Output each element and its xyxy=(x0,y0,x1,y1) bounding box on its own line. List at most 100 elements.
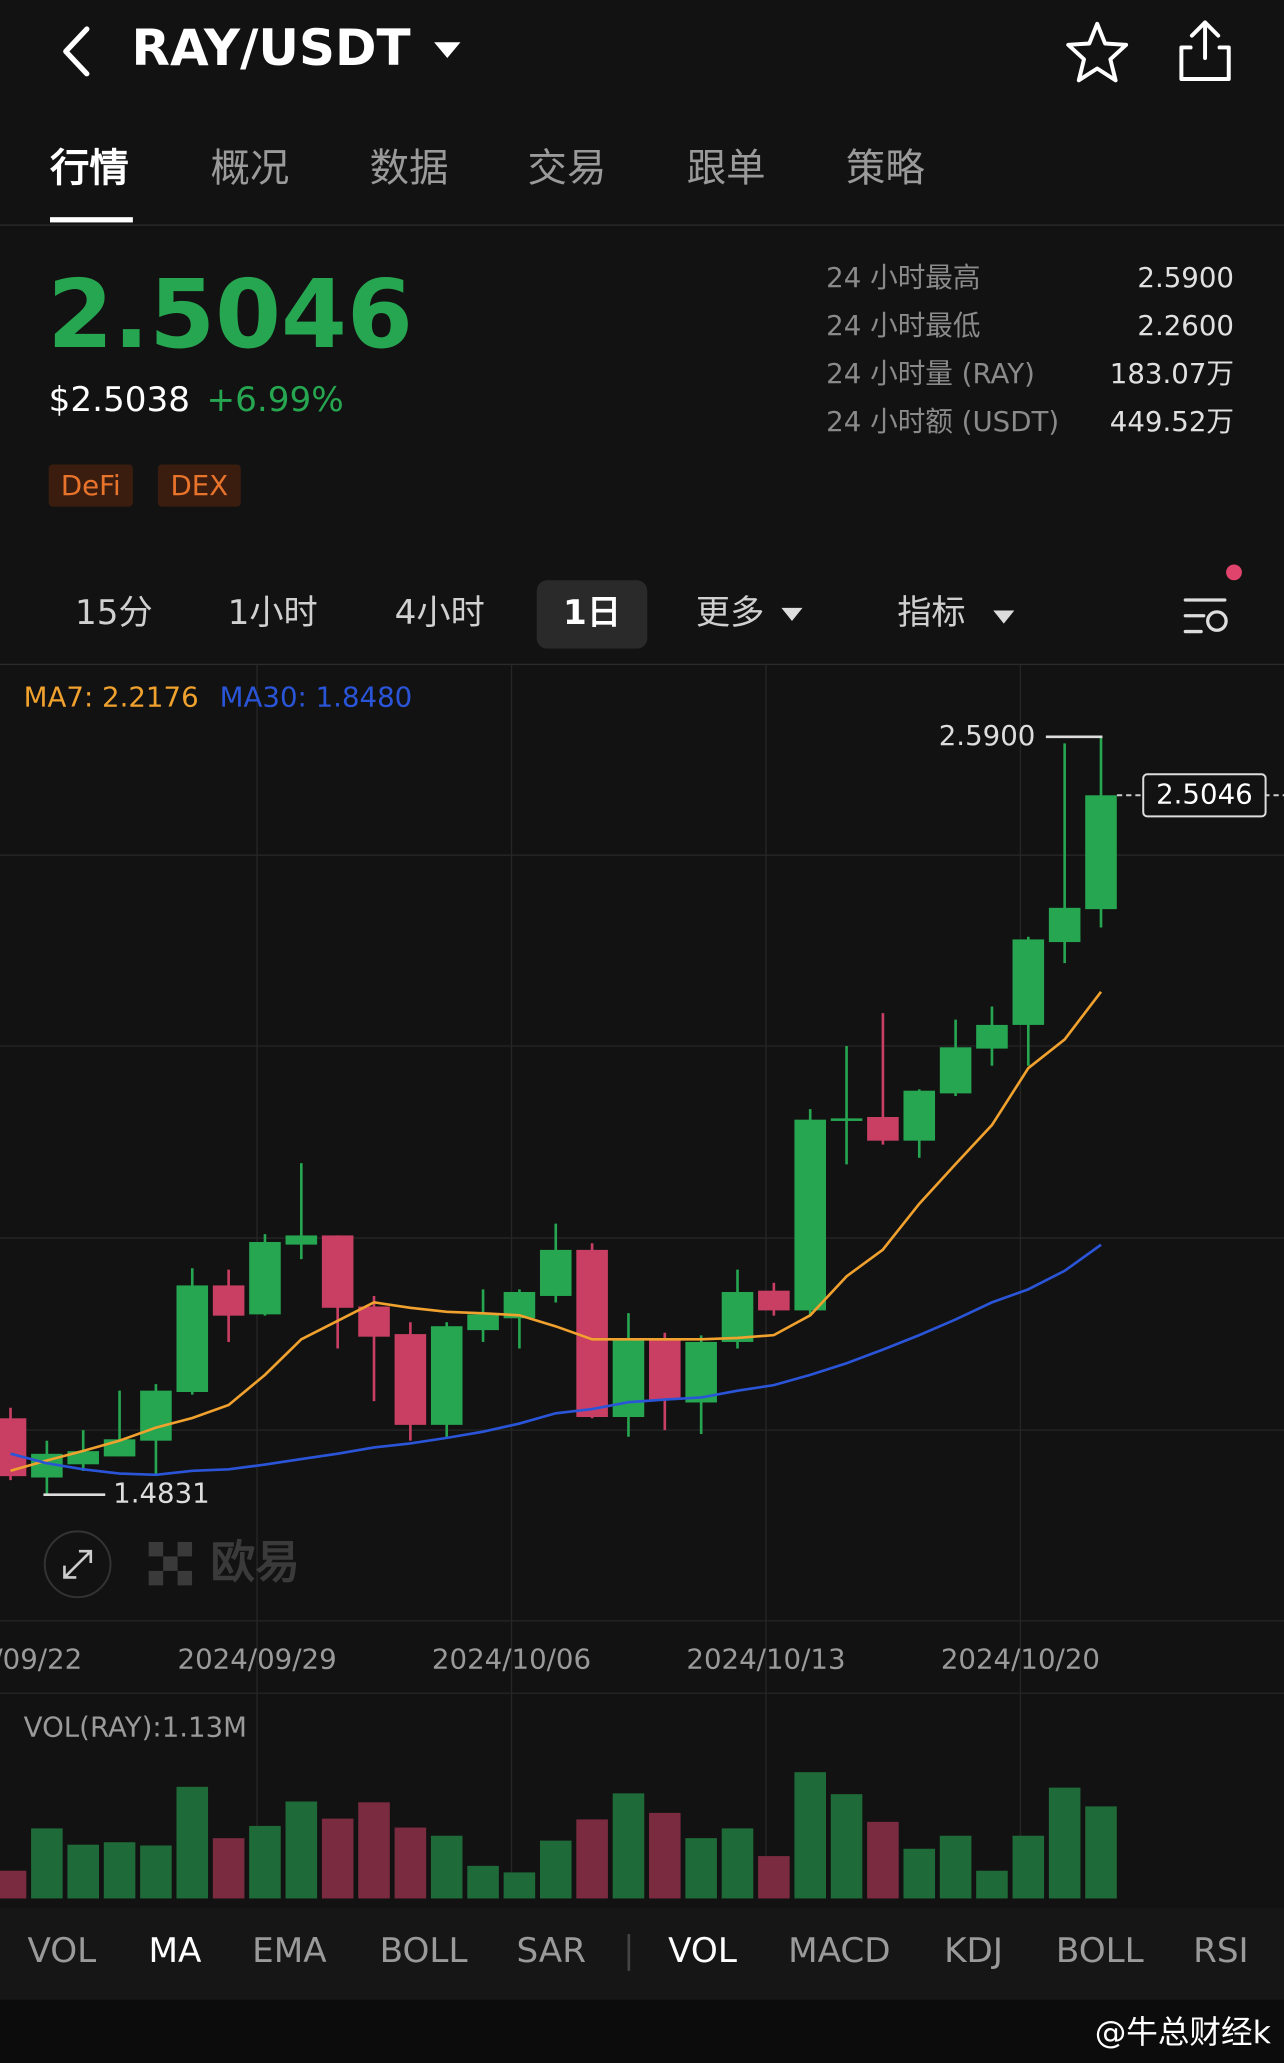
symbol-dropdown[interactable] xyxy=(434,42,461,58)
ma-line xyxy=(10,1243,1102,1477)
stat-label: 24 小时最高 xyxy=(826,261,980,294)
last-price-box xyxy=(1142,773,1267,818)
indicator[interactable]: BOLL xyxy=(1056,1931,1144,1971)
candle-body xyxy=(939,1047,972,1094)
tab[interactable]: 数据 xyxy=(370,146,449,192)
tag-bg xyxy=(48,464,133,507)
favorite-button[interactable] xyxy=(1066,21,1129,83)
x-tick-label: 2024/10/20 xyxy=(941,1642,1100,1675)
last-price-label: 2.5046 xyxy=(1156,777,1253,810)
chart-settings-button[interactable] xyxy=(1183,598,1228,634)
stat-label: 24 小时最低 xyxy=(826,309,980,342)
ma-line xyxy=(10,990,1103,1473)
indicator[interactable]: SAR xyxy=(516,1931,585,1971)
indicator[interactable]: MA xyxy=(149,1931,202,1971)
stat-label: 24 小时量 (RAY) xyxy=(826,357,1035,390)
candle-body xyxy=(758,1290,790,1311)
volume-bar xyxy=(1012,1835,1045,1899)
candle-body xyxy=(685,1341,717,1403)
last-price: 2.5046 xyxy=(47,260,413,370)
volume-bar xyxy=(539,1840,572,1899)
volume-bar xyxy=(212,1838,245,1899)
indicator[interactable]: BOLL xyxy=(380,1931,468,1971)
interval[interactable]: 更多 xyxy=(696,593,764,633)
candle-body xyxy=(903,1090,936,1141)
indicator[interactable]: RSI xyxy=(1193,1931,1249,1971)
candle-body xyxy=(467,1314,499,1331)
indicator[interactable]: EMA xyxy=(252,1931,327,1971)
horizontal-grid xyxy=(0,854,1284,1431)
interval[interactable]: 4小时 xyxy=(395,593,485,633)
volume-bar xyxy=(467,1865,499,1899)
volume-bar xyxy=(140,1845,172,1899)
chart: 2024/09/22 2024/09/29 2024/10/06 2024/10/13… xyxy=(0,664,1284,1899)
volume-bar xyxy=(0,1870,27,1899)
interval[interactable]: 1日 xyxy=(563,593,621,633)
candle-body xyxy=(1012,939,1045,1025)
stat-value: 183.07万 xyxy=(1110,357,1234,390)
volume-bar xyxy=(430,1835,463,1899)
volume-bar xyxy=(1048,1787,1081,1899)
indicator[interactable]: MACD xyxy=(788,1931,890,1971)
stat-value: 2.5900 xyxy=(1137,261,1234,294)
candle-body xyxy=(649,1338,681,1400)
x-tick-label: 2024/09/29 xyxy=(178,1642,337,1675)
candle-body xyxy=(430,1326,463,1425)
candle-body xyxy=(830,1118,863,1121)
share-button[interactable] xyxy=(1179,20,1231,81)
tag-bg xyxy=(157,464,241,507)
back-button[interactable] xyxy=(63,26,90,77)
selected-interval-bg xyxy=(536,580,648,649)
tab[interactable]: 概况 xyxy=(210,146,289,192)
candle-body xyxy=(1048,907,1081,943)
tag: DeFi xyxy=(61,469,121,502)
volume-bar xyxy=(721,1828,754,1899)
tab-bar: 行情 概况 数据 交易 跟单 策略 xyxy=(50,146,925,192)
candle-body xyxy=(140,1390,172,1441)
volume-bar xyxy=(249,1825,281,1899)
tab[interactable]: 交易 xyxy=(528,146,607,192)
volume-bar xyxy=(685,1838,717,1899)
candle-body xyxy=(394,1334,427,1425)
active-tab-underline xyxy=(49,217,133,223)
expand-button[interactable] xyxy=(43,1530,112,1599)
interval[interactable]: 15分 xyxy=(75,593,153,633)
indicator-dropdown[interactable] xyxy=(993,610,1015,624)
x-tick-label: 2024/09/22 xyxy=(0,1642,82,1675)
candle-body xyxy=(249,1242,281,1315)
x-tick-label: 2024/10/13 xyxy=(686,1642,845,1675)
low-marker-label: 1.4831 xyxy=(113,1477,210,1510)
tab[interactable]: 策略 xyxy=(846,146,925,192)
tab[interactable]: 跟单 xyxy=(687,146,766,192)
volume-bar xyxy=(31,1828,63,1899)
tab[interactable]: 行情 xyxy=(50,146,129,192)
legend-item: MA30: 1.8480 xyxy=(220,681,413,714)
candle-body xyxy=(285,1235,318,1245)
tags: DeFi DEX xyxy=(48,464,241,507)
indicator[interactable]: VOL xyxy=(668,1931,737,1971)
indicator[interactable]: KDJ xyxy=(944,1931,1003,1971)
volume-label: VOL(RAY):1.13M xyxy=(24,1711,247,1744)
volume-bar xyxy=(649,1812,681,1899)
symbol[interactable]: RAY/USDT xyxy=(132,19,411,77)
candle-body xyxy=(794,1119,826,1311)
more-dropdown[interactable] xyxy=(781,607,803,622)
tag: DEX xyxy=(170,469,228,502)
candle-body xyxy=(976,1024,1008,1049)
volume-bar xyxy=(576,1819,608,1899)
stat-label: 24 小时额 (USDT) xyxy=(826,405,1059,438)
interval[interactable]: 1小时 xyxy=(228,593,318,633)
indicator[interactable]: VOL xyxy=(27,1931,96,1971)
legend-item: MA7: 2.2176 xyxy=(24,681,199,714)
candle-body xyxy=(67,1451,100,1465)
price-change: +6.99% xyxy=(207,380,344,420)
volume-bar xyxy=(830,1794,863,1899)
usd-price: $2.5038 xyxy=(49,380,190,420)
interval[interactable]: 指标 xyxy=(897,593,965,633)
volume-bar xyxy=(976,1870,1008,1899)
notification-dot xyxy=(1226,564,1242,581)
candle-body xyxy=(176,1285,209,1393)
